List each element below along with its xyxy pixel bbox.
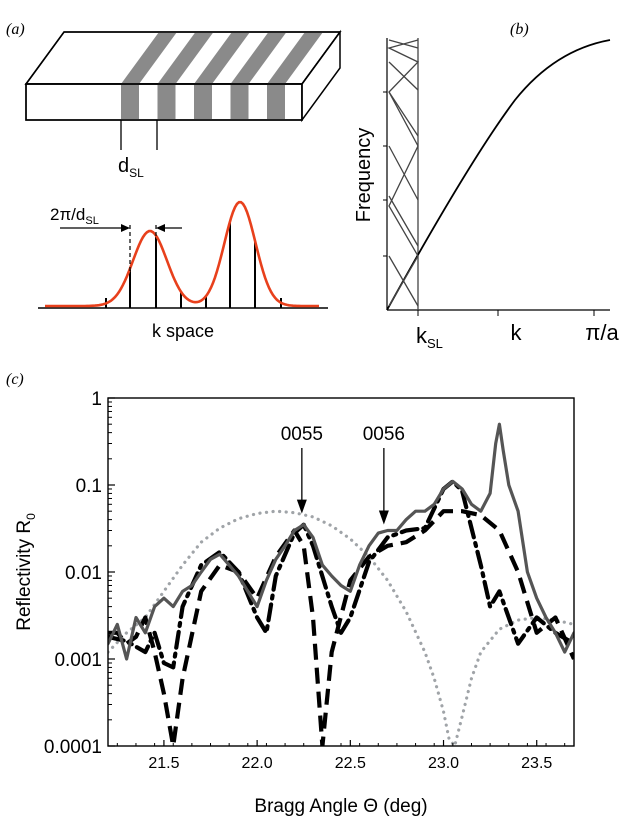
k-space-sketch: 2π/dSL k space bbox=[38, 200, 328, 341]
y-tick-label: 0.01 bbox=[65, 563, 102, 584]
period-label: 2π/dSL bbox=[50, 205, 99, 227]
y-axis-label: Reflectivity R0 bbox=[14, 513, 38, 631]
stripe-front bbox=[267, 84, 285, 120]
dsl-marker: dSL bbox=[118, 120, 158, 180]
stripe-front bbox=[230, 84, 249, 120]
superlattice-slab bbox=[24, 29, 342, 123]
x-tick-label: 23.5 bbox=[521, 755, 552, 772]
tick-label-pi-over-a: π/a bbox=[585, 320, 619, 345]
k-space-envelope bbox=[45, 200, 319, 308]
stripe-front bbox=[194, 84, 212, 120]
y-tick-label: 0.1 bbox=[76, 476, 102, 497]
folded-branches-a bbox=[387, 39, 420, 307]
series-dashed bbox=[108, 509, 574, 746]
annotation-arrowhead bbox=[296, 499, 307, 514]
panel-b: (b) Frequency kSL k π/a bbox=[353, 21, 620, 351]
stripe-front bbox=[121, 84, 139, 120]
acoustic-branch-curve bbox=[386, 39, 611, 311]
stripe-top bbox=[194, 32, 250, 84]
x-tick-label: 23.0 bbox=[428, 755, 459, 772]
panel-b-label: (b) bbox=[510, 21, 529, 38]
reflectivity-series bbox=[108, 422, 574, 746]
x-ticks: 21.5 22.0 22.5 23.0 23.5 bbox=[116, 740, 566, 772]
dsl-label: dSL bbox=[118, 155, 144, 180]
peak-annotations: 0055 0056 bbox=[281, 424, 405, 525]
stripe-front bbox=[157, 84, 176, 120]
frequency-axis-label: Frequency bbox=[353, 128, 375, 223]
series-solid bbox=[108, 422, 574, 661]
annotation-arrowhead bbox=[378, 510, 389, 525]
x-tick-label: 22.0 bbox=[242, 755, 273, 772]
panel-a-label: (a) bbox=[6, 21, 25, 38]
x-tick-label: 22.5 bbox=[335, 755, 366, 772]
x-tick-label: 21.5 bbox=[148, 755, 179, 772]
slab-stripes bbox=[121, 32, 323, 120]
x-axis-label: Bragg Angle Θ (deg) bbox=[254, 796, 427, 817]
y-tick-label: 0.0001 bbox=[44, 737, 102, 758]
stripe-top bbox=[157, 32, 214, 84]
stripe-top bbox=[121, 32, 177, 84]
y-ticks: 0.0001 0.001 0.01 0.1 1 bbox=[44, 389, 115, 758]
series-dash-dot bbox=[108, 479, 574, 670]
dispersion-y-ticks bbox=[383, 91, 387, 257]
annotation-label: 0056 bbox=[363, 424, 405, 445]
series-dotted bbox=[108, 509, 574, 746]
folded-branches-b bbox=[388, 39, 419, 307]
stripe-top bbox=[230, 32, 287, 84]
panel-c: (c) 21.5 22.0 22.5 23.0 23.5 0.0001 0.001 0.01… bbox=[6, 371, 575, 817]
dispersion-x-ticks bbox=[417, 310, 595, 316]
annotation-label: 0055 bbox=[281, 424, 323, 445]
panel-c-label: (c) bbox=[6, 371, 24, 388]
k-space-label: k space bbox=[152, 321, 214, 341]
y-tick-label: 0.001 bbox=[54, 650, 102, 671]
period-arrowhead-right bbox=[156, 224, 165, 232]
y-tick-label: 1 bbox=[91, 389, 102, 410]
tick-label-ksl: kSL bbox=[416, 323, 443, 351]
panel-a: (a) dSL 2π/dSL bbox=[6, 21, 342, 341]
stripe-top bbox=[267, 32, 323, 84]
tick-label-k: k bbox=[511, 320, 523, 345]
period-arrowhead-left bbox=[121, 224, 130, 232]
